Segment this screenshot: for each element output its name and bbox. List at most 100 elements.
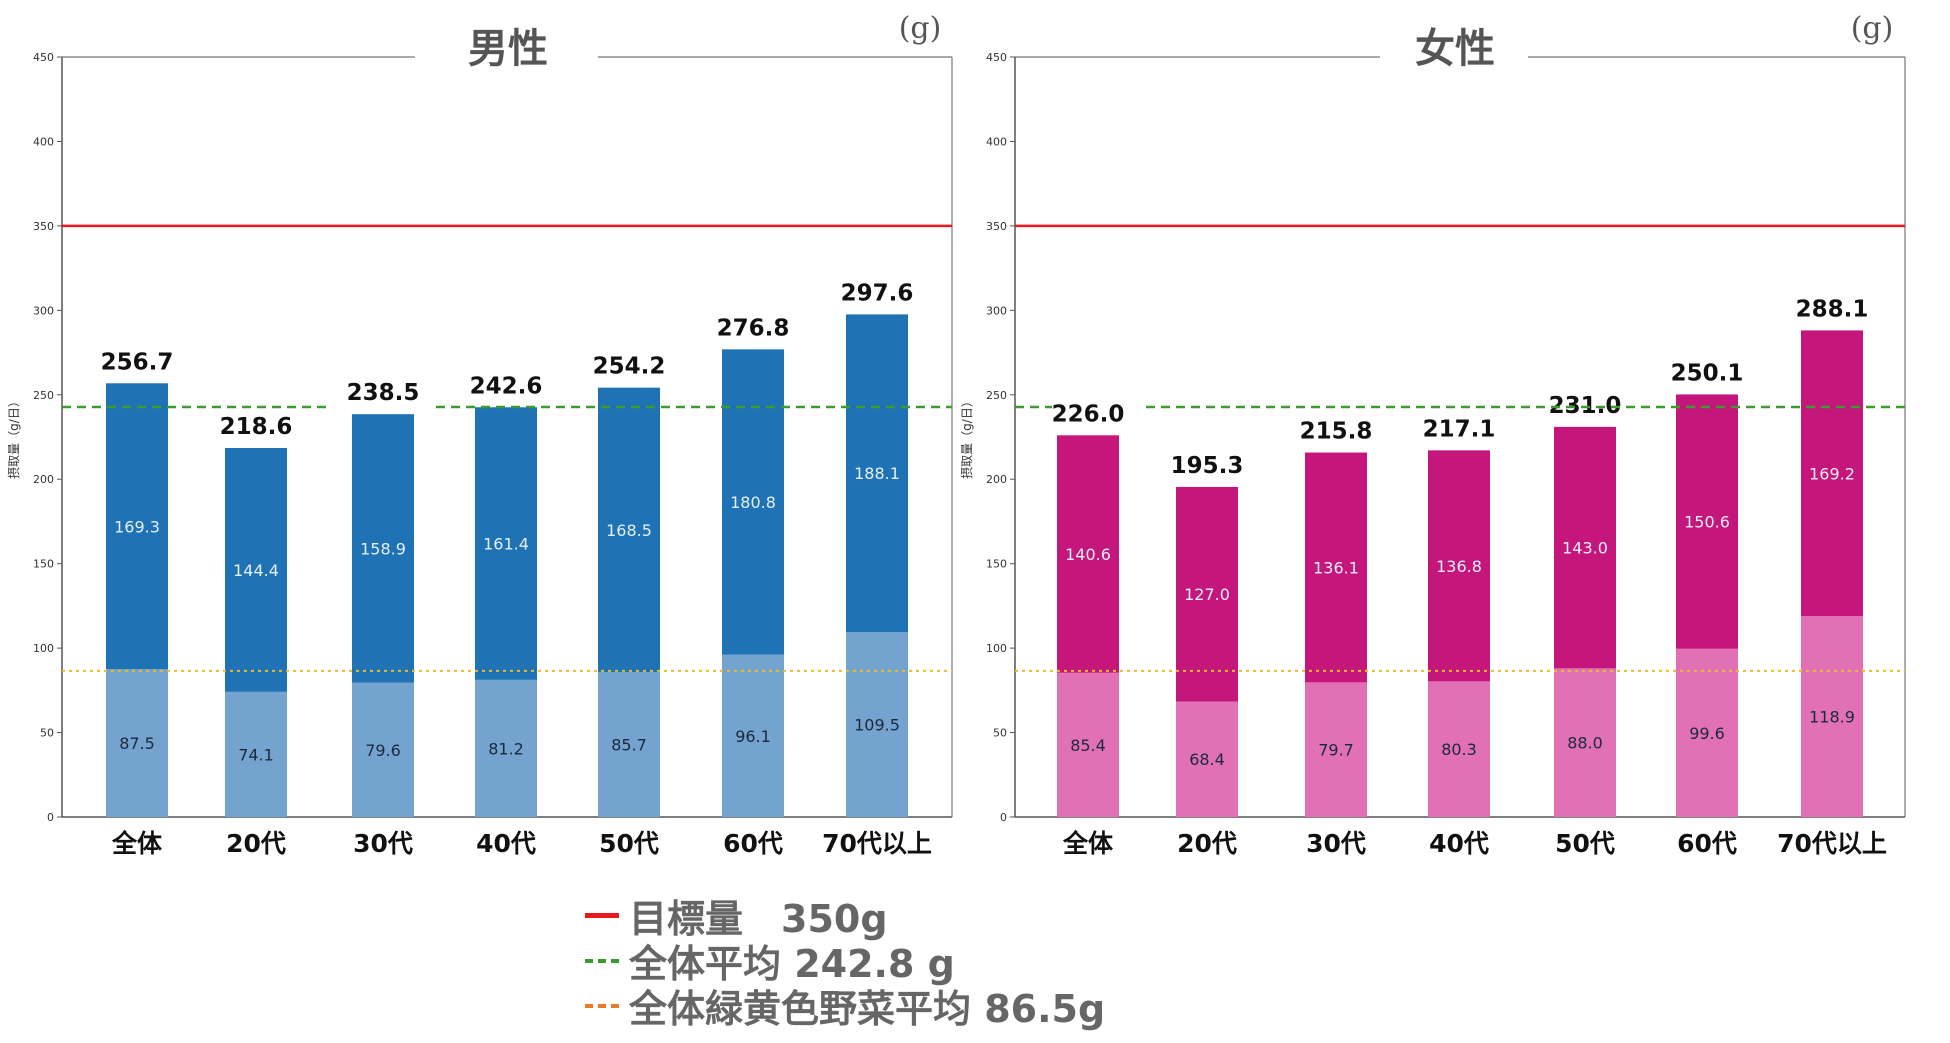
male-bar-gy-value-label: 85.7 [611, 736, 647, 755]
male-x-tick-label: 60代 [723, 829, 783, 858]
female-bar-other-value-label: 140.6 [1065, 545, 1111, 564]
male-y-tick-label: 200 [33, 473, 54, 486]
female-bar-other-value-label: 136.1 [1313, 558, 1359, 577]
female-bar-gy-value-label: 99.6 [1689, 724, 1725, 743]
female-bar-gy-value-label: 85.4 [1070, 736, 1106, 755]
male-y-tick-label: 250 [33, 389, 54, 402]
male-bar-gy-3 [475, 679, 537, 817]
female-bar-other-2 [1305, 452, 1367, 683]
female-y-tick-label: 400 [986, 135, 1007, 148]
female-x-tick-label: 60代 [1677, 829, 1737, 858]
male-bar-total-label: 256.7 [101, 349, 174, 375]
male-bar-gy-value-label: 96.1 [735, 727, 771, 746]
male-bar-other-value-label: 168.5 [606, 521, 652, 540]
male-chart-title: 男性 [468, 26, 548, 72]
female-bar-total-label: 288.1 [1796, 296, 1869, 322]
female-y-tick-label: 0 [1000, 811, 1007, 824]
female-x-tick-label: 20代 [1177, 829, 1237, 858]
male-bar-other-4 [598, 387, 660, 673]
female-bar-gy-4 [1554, 668, 1616, 817]
male-x-tick-label: 70代以上 [822, 829, 932, 858]
male-y-axis-label: 摂取量（g/日） [6, 395, 21, 479]
legend-gy-average-swatch [585, 1003, 619, 1008]
female-y-tick-label: 300 [986, 304, 1007, 317]
legend-gy-average-label: 全体緑黄色野菜平均 86.5g [629, 987, 1106, 1031]
female-y-tick-label: 200 [986, 473, 1007, 486]
legend-target-label: 目標量 350g [629, 897, 888, 941]
male-bar-gy-0 [106, 669, 168, 817]
female-bar-other-5 [1676, 394, 1738, 649]
male-bar-other-2 [352, 414, 414, 683]
male-bar-other-5 [722, 349, 784, 655]
male-x-tick-label: 30代 [353, 829, 413, 858]
male-bar-other-value-label: 144.4 [233, 561, 279, 580]
female-bar-other-value-label: 143.0 [1562, 539, 1608, 558]
male-bar-other-value-label: 158.9 [360, 539, 406, 558]
female-unit-label: (g) [1851, 11, 1894, 46]
female-bar-gy-1 [1176, 701, 1238, 817]
female-y-axis-label: 摂取量（g/日） [959, 395, 974, 479]
male-bar-other-0 [106, 383, 168, 670]
male-y-tick-label: 0 [47, 811, 54, 824]
female-bar-other-value-label: 127.0 [1184, 585, 1230, 604]
male-y-tick-label: 450 [33, 51, 54, 64]
male-x-tick-label: 全体 [111, 829, 163, 858]
female-bar-gy-3 [1428, 681, 1490, 817]
male-bar-other-1 [225, 447, 287, 692]
female-bar-gy-value-label: 79.7 [1318, 741, 1354, 760]
female-bar-other-1 [1176, 486, 1238, 702]
male-bar-gy-value-label: 81.2 [488, 739, 524, 758]
male-bar-gy-5 [722, 654, 784, 817]
female-bar-gy-2 [1305, 682, 1367, 817]
legend-item-average: 全体平均 242.8 g [585, 938, 1185, 986]
female-y-tick-label: 350 [986, 220, 1007, 233]
male-bar-gy-2 [352, 682, 414, 817]
female-chart-title: 女性 [1415, 26, 1495, 72]
female-bar-gy-value-label: 88.0 [1567, 734, 1603, 753]
female-y-tick-label: 150 [986, 558, 1007, 571]
male-bar-other-6 [846, 314, 908, 633]
male-y-tick-label: 150 [33, 558, 54, 571]
female-bar-total-label: 217.1 [1423, 416, 1496, 442]
female-bar-gy-value-label: 80.3 [1441, 740, 1477, 759]
male-bar-other-value-label: 169.3 [114, 517, 160, 536]
female-bar-gy-value-label: 68.4 [1189, 750, 1225, 769]
female-y-tick-label: 450 [986, 51, 1007, 64]
male-bar-gy-4 [598, 672, 660, 817]
male-bar-total-label: 218.6 [220, 414, 293, 440]
female-bar-gy-value-label: 118.9 [1809, 708, 1855, 727]
female-bar-other-3 [1428, 450, 1490, 682]
male-bar-gy-6 [846, 632, 908, 817]
male-x-tick-label: 40代 [476, 829, 536, 858]
male-bar-gy-value-label: 109.5 [854, 716, 900, 735]
female-bar-gy-0 [1057, 672, 1119, 817]
female-bar-total-label: 226.0 [1052, 401, 1125, 427]
female-x-tick-label: 30代 [1306, 829, 1366, 858]
male-bar-total-label: 297.6 [841, 280, 914, 306]
male-bar-other-3 [475, 407, 537, 680]
female-bar-other-value-label: 169.2 [1809, 464, 1855, 483]
male-bar-total-label: 254.2 [593, 354, 666, 380]
legend-average-label: 全体平均 242.8 g [629, 942, 955, 986]
male-y-tick-label: 400 [33, 135, 54, 148]
male-bar-other-value-label: 188.1 [854, 464, 900, 483]
male-bar-other-value-label: 180.8 [730, 493, 776, 512]
male-bar-gy-1 [225, 691, 287, 817]
female-bar-other-value-label: 136.8 [1436, 557, 1482, 576]
male-bar-other-value-label: 161.4 [483, 535, 529, 554]
female-bar-total-label: 215.8 [1300, 419, 1373, 445]
male-y-tick-label: 350 [33, 220, 54, 233]
male-unit-label: (g) [899, 11, 942, 46]
male-bar-gy-value-label: 74.1 [238, 745, 274, 764]
female-y-tick-label: 50 [993, 727, 1007, 740]
female-x-tick-label: 全体 [1062, 829, 1114, 858]
female-bar-gy-6 [1801, 616, 1863, 817]
male-bar-total-label: 238.5 [347, 380, 420, 406]
legend-item-gy-average: 全体緑黄色野菜平均 86.5g [585, 983, 1185, 1031]
male-bar-gy-value-label: 79.6 [365, 741, 401, 760]
male-y-tick-label: 50 [40, 727, 54, 740]
legend-average-swatch [585, 958, 619, 963]
female-bar-other-6 [1801, 330, 1863, 617]
female-bar-gy-5 [1676, 648, 1738, 817]
